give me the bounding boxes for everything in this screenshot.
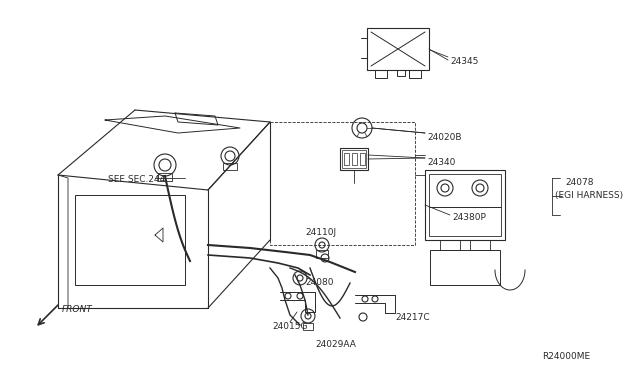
Bar — [352, 153, 357, 165]
Text: 24110J: 24110J — [305, 228, 336, 237]
Text: 24078: 24078 — [565, 178, 593, 187]
Text: 24080: 24080 — [305, 278, 333, 287]
Text: SEE SEC.244: SEE SEC.244 — [108, 175, 165, 184]
Text: R24000ME: R24000ME — [542, 352, 590, 361]
Text: FRONT: FRONT — [62, 305, 93, 314]
Bar — [425, 170, 505, 240]
Bar — [342, 150, 366, 168]
Text: 24345: 24345 — [450, 57, 478, 66]
Bar — [375, 70, 387, 78]
Bar — [223, 163, 237, 170]
Bar — [470, 240, 490, 250]
Bar — [360, 153, 365, 165]
Text: (EGI HARNESS): (EGI HARNESS) — [555, 191, 623, 200]
Bar — [158, 173, 172, 181]
Text: 24340: 24340 — [427, 158, 456, 167]
Bar — [316, 250, 328, 258]
Text: 24217C: 24217C — [395, 313, 429, 322]
Bar — [340, 148, 368, 170]
Text: 24015G: 24015G — [272, 322, 307, 331]
Bar — [440, 240, 460, 250]
Text: 24380P: 24380P — [452, 213, 486, 222]
Bar — [397, 70, 405, 76]
Text: 24029AA: 24029AA — [315, 340, 356, 349]
Bar — [344, 153, 349, 165]
Bar — [430, 250, 500, 285]
Bar — [409, 70, 421, 78]
Text: 24020B: 24020B — [427, 133, 461, 142]
Bar — [367, 28, 429, 70]
Bar — [429, 207, 501, 236]
Bar — [303, 323, 313, 330]
Bar — [429, 174, 501, 207]
Bar — [75, 195, 185, 285]
